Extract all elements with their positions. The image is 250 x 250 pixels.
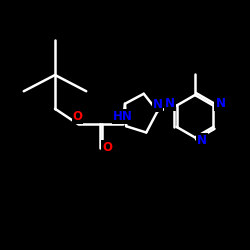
Text: N: N — [197, 134, 207, 146]
Text: N: N — [216, 97, 226, 110]
Text: O: O — [102, 141, 112, 154]
Text: O: O — [72, 110, 83, 123]
Text: N: N — [152, 98, 162, 111]
Text: HN: HN — [112, 110, 132, 123]
Text: N: N — [164, 97, 174, 110]
